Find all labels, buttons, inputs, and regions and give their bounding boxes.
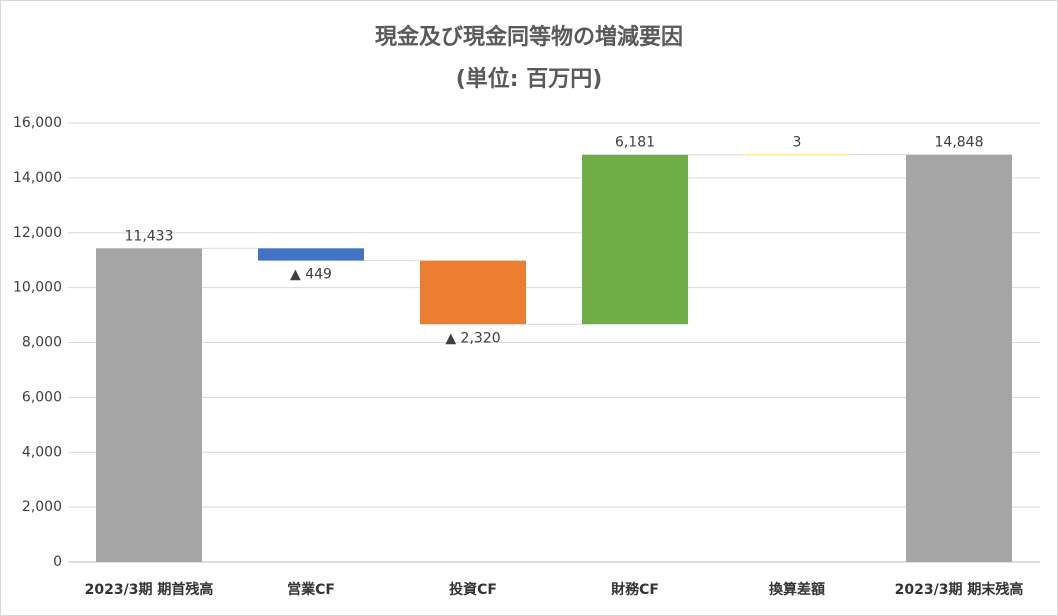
x-tick-label: 財務CF [610, 581, 659, 598]
bar [258, 248, 364, 261]
value-label: ▲ 449 [290, 267, 332, 283]
value-label: 11,433 [125, 228, 174, 244]
x-tick-label: 投資CF [449, 581, 497, 598]
x-tick-label: 営業CF [287, 581, 335, 598]
bar [420, 260, 526, 325]
y-tick-label: 16,000 [13, 115, 62, 131]
chart-title: 現金及び現金同等物の増減要因 [375, 24, 683, 50]
y-tick-label: 0 [53, 554, 62, 570]
value-label: 3 [793, 135, 802, 151]
x-tick-label: 換算差額 [769, 581, 825, 598]
y-tick-label: 12,000 [13, 225, 62, 241]
chart-subtitle: (単位: 百万円) [456, 66, 603, 92]
value-label: 6,181 [615, 135, 655, 151]
y-tick-label: 10,000 [13, 280, 62, 296]
bar [582, 154, 688, 325]
y-tick-label: 6,000 [22, 389, 62, 405]
y-tick-label: 2,000 [22, 499, 62, 515]
value-label: 14,848 [935, 135, 984, 151]
x-tick-label: 2023/3期 期首残高 [85, 581, 214, 598]
bar [744, 154, 850, 156]
bar [96, 248, 202, 562]
value-label: ▲ 2,320 [445, 330, 500, 346]
y-tick-label: 8,000 [22, 335, 62, 351]
x-tick-label: 2023/3期 期末残高 [895, 581, 1024, 598]
y-tick-label: 4,000 [22, 444, 62, 460]
bar [906, 154, 1012, 562]
y-tick-label: 14,000 [13, 170, 62, 186]
